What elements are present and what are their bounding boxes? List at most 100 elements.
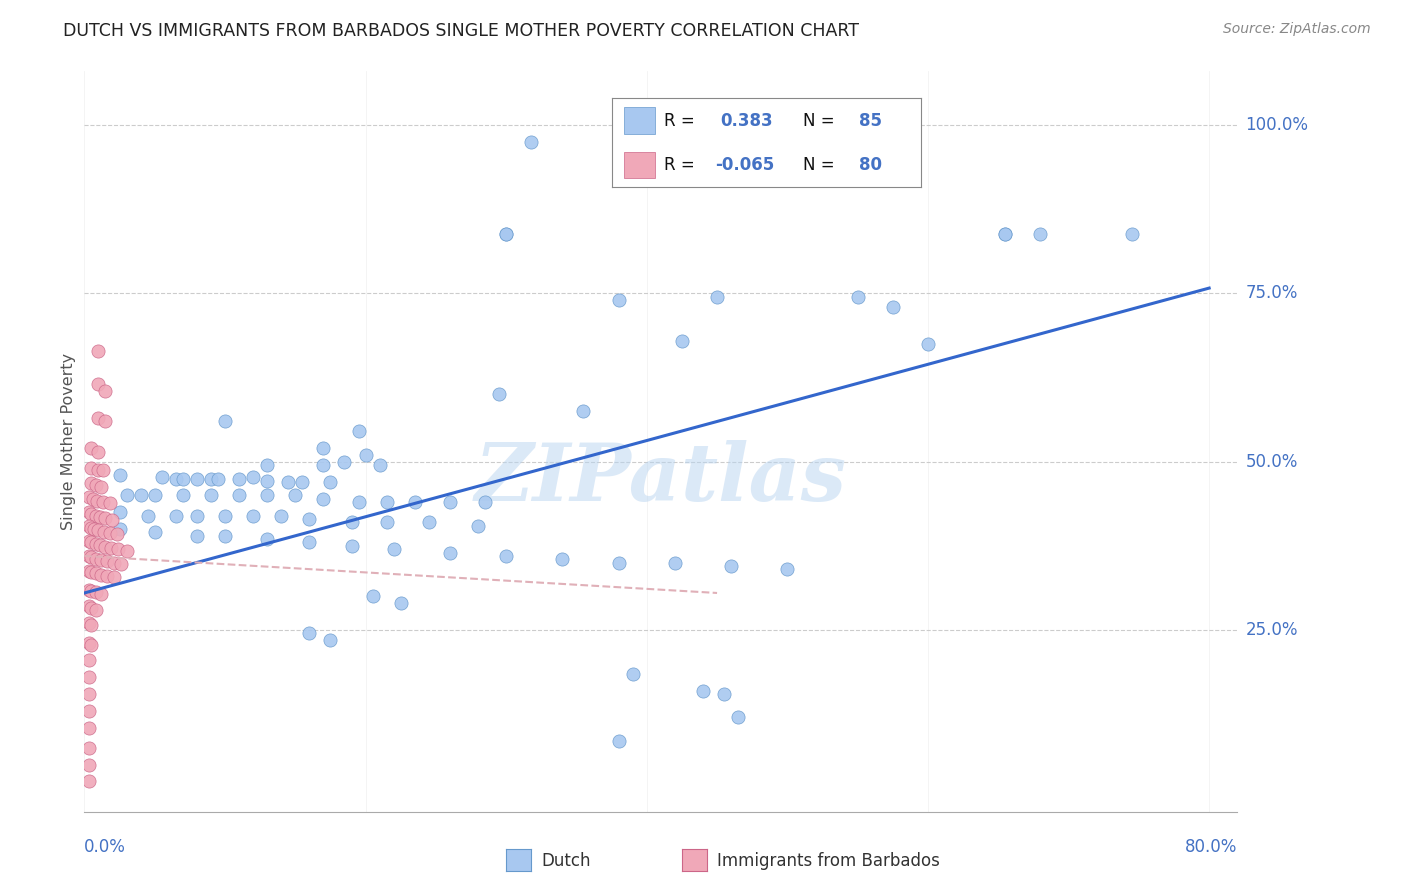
Point	[256, 474, 278, 488]
Point	[319, 633, 342, 648]
Point	[347, 425, 370, 439]
Point	[77, 534, 100, 549]
Point	[495, 227, 517, 242]
Text: 100.0%: 100.0%	[1246, 116, 1309, 134]
Point	[994, 227, 1017, 242]
Point	[495, 227, 517, 242]
Bar	[624, 152, 655, 178]
Point	[129, 488, 152, 502]
Point	[439, 495, 461, 509]
Point	[520, 135, 543, 149]
Point	[368, 458, 391, 472]
Point	[100, 541, 122, 555]
Point	[96, 554, 118, 568]
Point	[467, 518, 489, 533]
Point	[474, 495, 496, 509]
Point	[84, 603, 107, 617]
Point	[84, 508, 107, 523]
Point	[172, 472, 194, 486]
Point	[90, 567, 112, 582]
Point	[418, 516, 440, 530]
Point	[98, 526, 121, 541]
Point	[89, 510, 111, 524]
Point	[77, 687, 100, 701]
Point	[77, 740, 100, 755]
Point	[90, 587, 112, 601]
Point	[89, 538, 111, 552]
Bar	[624, 107, 655, 134]
Point	[776, 562, 799, 576]
Point	[84, 551, 107, 566]
Point	[77, 518, 100, 533]
Point	[312, 442, 335, 456]
Point	[214, 414, 236, 428]
Point	[90, 553, 112, 567]
Text: 75.0%: 75.0%	[1246, 285, 1298, 302]
Point	[242, 469, 264, 483]
Point	[347, 495, 370, 509]
Point	[77, 490, 100, 504]
Point	[80, 521, 103, 535]
Point	[312, 458, 335, 472]
Point	[165, 508, 187, 523]
Point	[706, 290, 728, 304]
Point	[98, 496, 121, 510]
Point	[488, 387, 510, 401]
Point	[80, 618, 103, 632]
Point	[91, 495, 114, 509]
Point	[200, 472, 222, 486]
Point	[333, 455, 356, 469]
Point	[83, 522, 105, 536]
Point	[607, 293, 630, 308]
Text: 80.0%: 80.0%	[1185, 838, 1237, 856]
Point	[84, 478, 107, 492]
Point	[101, 513, 124, 527]
Point	[103, 570, 125, 584]
Point	[105, 527, 128, 541]
Point	[256, 488, 278, 502]
Point	[110, 557, 132, 571]
Text: R =: R =	[664, 155, 695, 174]
Text: N =: N =	[803, 155, 835, 174]
Point	[84, 537, 107, 551]
Point	[882, 300, 904, 314]
Y-axis label: Single Mother Poverty: Single Mother Poverty	[60, 353, 76, 530]
Point	[621, 666, 644, 681]
Text: DUTCH VS IMMIGRANTS FROM BARBADOS SINGLE MOTHER POVERTY CORRELATION CHART: DUTCH VS IMMIGRANTS FROM BARBADOS SINGLE…	[63, 22, 859, 40]
Point	[80, 461, 103, 475]
Point	[90, 480, 112, 494]
Point	[150, 470, 173, 484]
Point	[361, 590, 384, 604]
Point	[77, 774, 100, 789]
Point	[671, 334, 693, 348]
Point	[84, 585, 107, 599]
Text: 50.0%: 50.0%	[1246, 453, 1298, 471]
Point	[354, 448, 377, 462]
Point	[77, 505, 100, 519]
Text: 80: 80	[859, 155, 882, 174]
Point	[298, 535, 321, 549]
Point	[692, 683, 714, 698]
Point	[382, 542, 405, 557]
Point	[80, 550, 103, 565]
Point	[375, 495, 398, 509]
Point	[607, 556, 630, 570]
Point	[214, 529, 236, 543]
Text: 0.0%: 0.0%	[84, 838, 127, 856]
Point	[495, 549, 517, 563]
Point	[77, 670, 100, 684]
Point	[284, 488, 307, 502]
Point	[77, 636, 100, 650]
Point	[80, 584, 103, 599]
Point	[340, 516, 363, 530]
Point	[77, 549, 100, 563]
Point	[77, 564, 100, 578]
Point	[277, 475, 299, 489]
Text: 25.0%: 25.0%	[1246, 621, 1298, 639]
Point	[551, 552, 574, 566]
Point	[994, 227, 1017, 242]
Point	[186, 472, 208, 486]
Point	[84, 566, 107, 581]
Point	[80, 565, 103, 579]
Point	[298, 626, 321, 640]
